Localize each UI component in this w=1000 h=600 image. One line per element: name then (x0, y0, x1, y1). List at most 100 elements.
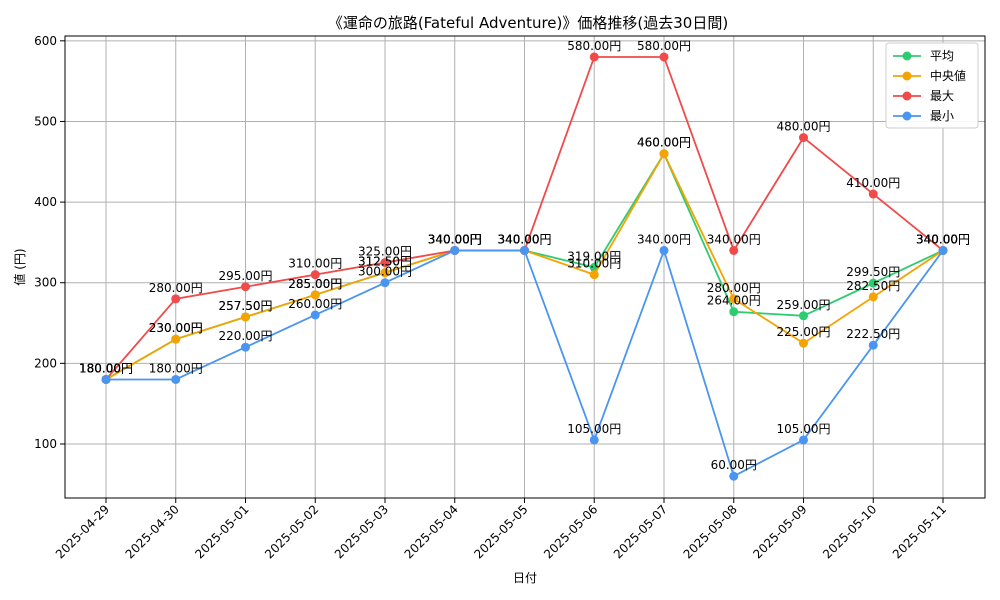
legend-box (885, 42, 979, 129)
data-label: 280.00円 (707, 281, 761, 295)
data-label: 310.00円 (567, 257, 621, 271)
y-tick-label: 200 (34, 356, 57, 370)
data-point (310, 270, 320, 280)
data-point (380, 258, 390, 268)
data-label: 312.50円 (358, 255, 412, 269)
data-point (310, 290, 320, 300)
series-4 (101, 245, 948, 481)
data-label: 285.00円 (288, 277, 342, 291)
data-label: 300.00円 (358, 265, 412, 279)
y-tick-label: 600 (34, 34, 57, 48)
data-label: 180.00円 (79, 361, 133, 375)
data-label: 460.00円 (637, 136, 691, 150)
data-point (450, 245, 460, 255)
data-label: 480.00円 (777, 120, 831, 134)
data-label: 295.00円 (219, 269, 273, 283)
data-label: 180.00円 (79, 361, 133, 375)
data-label: 325.00円 (358, 245, 412, 259)
data-point (241, 342, 250, 352)
data-label: 230.00円 (149, 321, 203, 335)
data-point (799, 311, 808, 321)
data-label: 340.00円 (916, 232, 970, 246)
data-point (659, 149, 669, 159)
data-point (101, 374, 111, 384)
data-label: 257.50円 (219, 299, 273, 313)
data-point (868, 278, 878, 288)
data-point (868, 189, 878, 199)
data-label: 257.50円 (219, 299, 273, 313)
y-axis: 100 200 300 400 500 600 (34, 34, 65, 451)
data-point (520, 245, 529, 255)
data-label: 580.00円 (567, 39, 621, 53)
data-label: 460.00円 (637, 136, 691, 150)
y-tick-label: 300 (34, 276, 57, 290)
data-point (868, 340, 878, 350)
data-label: 282.50円 (846, 279, 900, 293)
legend-label: 中央値 (930, 68, 966, 83)
data-point (729, 471, 739, 481)
y-tick-label: 400 (34, 195, 57, 209)
data-label: 222.50円 (846, 327, 900, 341)
data-label: 310.00円 (288, 257, 342, 271)
data-label: 340.00円 (498, 232, 552, 246)
data-label: 180.00円 (79, 361, 133, 375)
data-label: 340.00円 (498, 232, 552, 246)
data-point (589, 270, 599, 280)
y-tick-label: 100 (34, 437, 57, 451)
data-point (868, 292, 878, 302)
data-label: 340.00円 (707, 232, 761, 246)
data-label: 340.00円 (916, 232, 970, 246)
data-point (659, 245, 669, 255)
legend-swatch-marker (902, 111, 912, 121)
data-label: 340.00円 (916, 232, 970, 246)
data-label: 340.00円 (916, 232, 970, 246)
data-label: 340.00円 (498, 232, 552, 246)
data-label: 340.00円 (637, 232, 691, 246)
data-point (380, 278, 390, 288)
data-label: 340.00円 (498, 232, 552, 246)
data-label: 340.00円 (428, 232, 482, 246)
data-label: 105.00円 (777, 422, 831, 436)
data-point (589, 435, 599, 445)
data-point (799, 133, 808, 143)
legend-label: 最大 (930, 89, 954, 103)
data-point (938, 245, 948, 255)
data-label: 230.00円 (149, 321, 203, 335)
legend-swatch-marker (902, 51, 912, 61)
series-layer (101, 52, 948, 481)
data-point (241, 282, 250, 292)
data-point (310, 310, 320, 320)
data-label: 280.00円 (149, 281, 203, 295)
data-label: 225.00円 (777, 325, 831, 339)
data-label: 285.00円 (288, 277, 342, 291)
data-label: 299.50円 (846, 265, 900, 279)
data-point (171, 294, 181, 304)
legend-swatch-marker (902, 71, 912, 81)
x-axis-label: 日付 (513, 571, 537, 585)
data-label-layer: 180.00円 230.00円 257.50円 285.00円 312.50円 340.0… (79, 39, 970, 472)
data-label: 340.00円 (428, 232, 482, 246)
data-label: 340.00円 (428, 232, 482, 246)
y-axis-label: 値 (円) (12, 248, 27, 285)
chart-title: 《運命の旅路(Fateful Adventure)》価格推移(過去30日間) (328, 14, 728, 32)
data-label: 180.00円 (149, 361, 203, 375)
data-label: 60.00円 (711, 458, 757, 472)
data-label: 220.00円 (219, 329, 273, 343)
data-point (799, 338, 808, 348)
data-label: 105.00円 (567, 422, 621, 436)
data-point (241, 312, 250, 322)
data-point (729, 245, 739, 255)
data-point (589, 52, 599, 62)
data-label: 260.00円 (288, 297, 342, 311)
y-tick-label: 500 (34, 114, 57, 128)
data-label: 410.00円 (846, 176, 900, 190)
data-point (729, 307, 739, 317)
data-label: 264.00円 (707, 294, 761, 308)
data-label: 319.00円 (567, 249, 621, 263)
data-point (799, 435, 808, 445)
data-point (171, 374, 181, 384)
data-label: 580.00円 (637, 39, 691, 53)
